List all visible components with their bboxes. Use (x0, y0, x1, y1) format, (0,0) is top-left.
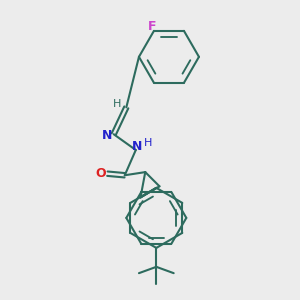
Text: O: O (96, 167, 106, 180)
Text: N: N (101, 129, 112, 142)
Text: N: N (132, 140, 142, 153)
Text: F: F (148, 20, 157, 33)
Text: H: H (113, 99, 122, 109)
Text: H: H (144, 138, 153, 148)
